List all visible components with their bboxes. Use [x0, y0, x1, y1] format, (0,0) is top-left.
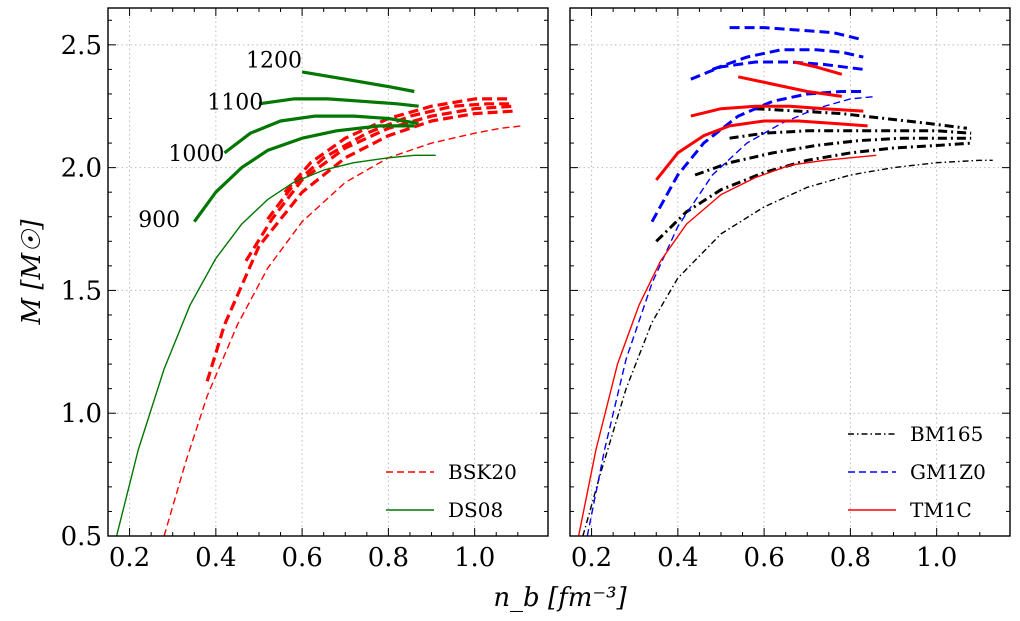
series-line-bm165-hybrid	[755, 107, 968, 130]
x-tick-label: 0.4	[195, 543, 236, 573]
series-line-bsk20-hybrid	[205, 109, 514, 382]
series-line-gm1z0-hybrid	[650, 90, 864, 223]
x-tick-label: 0.2	[571, 543, 612, 573]
legend: BM165 GM1Z0 TM1C	[848, 422, 986, 522]
y-tick-label: 1.5	[61, 276, 102, 306]
left-panel: 0.2 0.4 0.6 0.8 1.0 0.5 1.0 1.5 2.0 2.5 1200 1100 10…	[61, 7, 549, 573]
x-tick-label: 0.8	[830, 543, 871, 573]
plot-frame	[569, 7, 1011, 537]
legend-label: BSK20	[448, 460, 517, 484]
legend-label: BM165	[910, 422, 983, 446]
x-tick-label: 0.6	[281, 543, 322, 573]
series-line-tm1c-hybrid	[655, 119, 868, 181]
series-line-tm1c	[577, 154, 877, 536]
series-line-tm1c-hybrid	[793, 60, 843, 76]
series-line-bm165-hybrid	[729, 129, 972, 140]
curve-annotation: 1100	[207, 90, 263, 115]
series-line-gm1z0	[586, 95, 877, 536]
legend-label: DS08	[448, 498, 503, 522]
series-line-bm165-hybrid	[655, 141, 972, 243]
series-group	[115, 70, 523, 536]
right-panel: 0.2 0.4 0.6 0.8 1.0 BM165 GM1Z0 TM1C	[569, 7, 1011, 573]
y-tick-label: 1.0	[61, 399, 102, 429]
series-line-tm1c-hybrid	[690, 104, 864, 118]
series-line-ds08-hybrid-1200	[301, 70, 415, 94]
series-line-ds08	[115, 154, 436, 536]
series-line-bm165-hybrid	[694, 136, 972, 177]
y-tick-label: 2.0	[61, 154, 102, 184]
y-axis-title: M [M☉]	[17, 219, 47, 326]
series-line-ds08-hybrid-1000	[223, 114, 419, 155]
x-axis-title: n_b [fm⁻³]	[493, 583, 627, 613]
legend-label: TM1C	[910, 498, 972, 522]
x-tick-label: 0.2	[109, 543, 150, 573]
series-group	[577, 26, 993, 536]
y-tick-label: 2.5	[61, 31, 102, 61]
legend-label: GM1Z0	[910, 460, 986, 484]
x-tick-label: 1.0	[454, 543, 495, 573]
series-line-gm1z0-hybrid	[711, 48, 864, 71]
series-line-bm165	[582, 159, 993, 536]
plot-frame	[107, 7, 549, 537]
series-line-tm1c-hybrid	[737, 75, 843, 98]
series-line-gm1z0-hybrid	[690, 60, 864, 81]
x-tick-label: 0.4	[657, 543, 698, 573]
x-tick-label: 0.6	[743, 543, 784, 573]
series-line-bsk20	[163, 125, 523, 536]
y-tick-label: 0.5	[61, 522, 102, 552]
series-line-bsk20-hybrid	[244, 104, 514, 262]
curve-annotation: 1200	[246, 49, 302, 74]
grid	[108, 8, 548, 537]
x-tick-label: 1.0	[916, 543, 957, 573]
legend: BSK20 DS08	[386, 460, 517, 522]
curve-annotation: 900	[138, 208, 180, 233]
ticks	[108, 8, 548, 537]
series-line-gm1z0-hybrid	[729, 26, 864, 42]
series-line-ds08-hybrid-900	[193, 124, 415, 223]
series-line-ds08-hybrid-1100	[258, 97, 419, 108]
x-tick-label: 0.8	[368, 543, 409, 573]
curve-annotation: 1000	[168, 142, 224, 167]
